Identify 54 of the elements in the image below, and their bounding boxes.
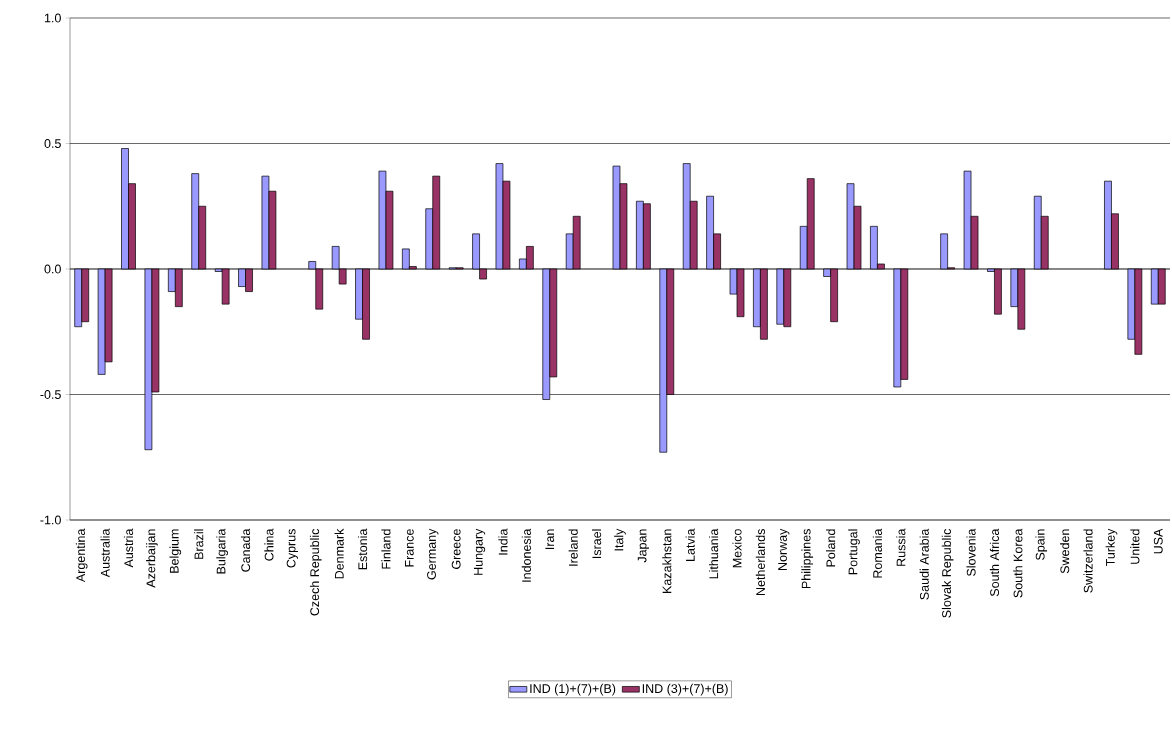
legend-label: IND (1)+(7)+(B) — [530, 683, 616, 696]
y-tick-label: -0.5 — [40, 390, 61, 399]
x-tick-label: Greece — [451, 529, 461, 569]
x-tick-label: United — [1130, 529, 1140, 564]
x-tick-label: Finland — [381, 529, 391, 569]
x-tick-label: Poland — [826, 529, 836, 567]
x-tick-label: Slovak Republic — [941, 528, 954, 618]
x-tick-label: Philippines — [801, 529, 814, 589]
x-tick-label: Latvia — [685, 528, 695, 561]
x-tick-label: Netherlands — [755, 529, 765, 595]
x-tick-label: Israel — [591, 529, 602, 559]
x-tick-label: Ireland — [568, 529, 578, 566]
x-tick-label: Cyprus — [286, 529, 298, 568]
x-tick-label: Hungary — [473, 528, 486, 575]
x-tick-label: Brazil — [194, 529, 204, 559]
x-tick-label: Canada — [240, 528, 251, 572]
x-tick-label: Italy — [614, 528, 626, 551]
x-tick-label: Argentina — [75, 528, 88, 583]
y-tick-label: 0.5 — [44, 139, 61, 148]
x-tick-label: China — [264, 528, 274, 561]
legend-label: IND (3)+(7)+(B) — [642, 683, 728, 696]
x-tick-label: Spain — [1035, 529, 1048, 561]
x-tick-label: Estonia — [357, 528, 368, 570]
x-tick-label: Saudi Arabia — [919, 528, 929, 600]
x-tick-label: Australia — [100, 528, 110, 578]
x-tick-label: Sweden — [1060, 529, 1070, 574]
x-tick-label: Norway — [778, 528, 790, 570]
y-tick-label: -1.0 — [40, 515, 61, 525]
x-tick-label: Turkey — [1105, 528, 1118, 567]
x-tick-label: Bulgaria — [216, 528, 228, 574]
x-tick-label: South Korea — [1013, 528, 1023, 598]
x-tick-label: Portugal — [848, 529, 860, 575]
x-tick-label: Austria — [123, 528, 134, 568]
x-tick-label: Indonesia — [521, 528, 531, 582]
y-tick-label: 1.0 — [44, 13, 61, 23]
x-tick-label: USA — [1153, 528, 1163, 554]
x-tick-label: India — [498, 528, 508, 555]
x-tick-label: Czech Republic — [309, 528, 322, 616]
x-tick-label: Belgium — [169, 529, 182, 573]
x-tick-label: Denmark — [334, 528, 344, 579]
x-tick-label: Russia — [896, 528, 906, 566]
y-tick-label: 0.0 — [44, 264, 61, 274]
x-tick-label: Azerbaijan — [146, 529, 158, 588]
x-tick-label: Romania — [872, 528, 883, 578]
x-tick-label: Kazakhstan — [662, 529, 672, 593]
x-tick-label: Germany — [427, 528, 439, 580]
x-tick-label: Switzerland — [1083, 529, 1093, 593]
x-tick-label: Iran — [545, 529, 555, 549]
x-tick-label: Slovenia — [966, 528, 976, 577]
x-tick-label: South Africa — [989, 528, 1000, 597]
x-tick-label: Lithuania — [709, 528, 719, 579]
x-tick-label: France — [405, 529, 414, 567]
x-tick-label: Mexico — [732, 529, 742, 568]
x-tick-label: Japan — [637, 529, 649, 563]
